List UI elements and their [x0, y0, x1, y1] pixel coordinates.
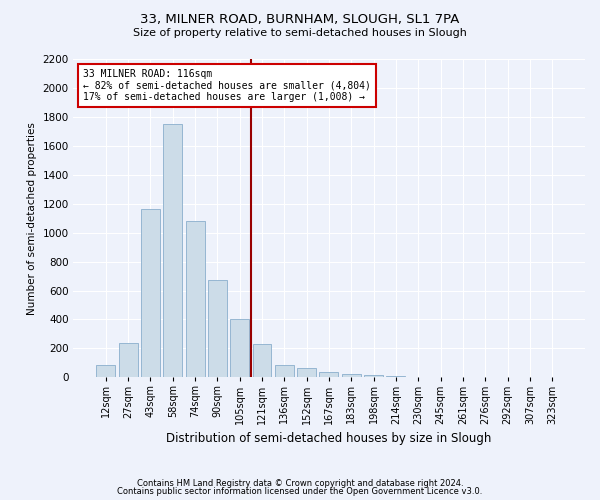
Text: Size of property relative to semi-detached houses in Slough: Size of property relative to semi-detach… [133, 28, 467, 38]
X-axis label: Distribution of semi-detached houses by size in Slough: Distribution of semi-detached houses by … [166, 432, 491, 445]
Bar [141, 210, 160, 378]
Bar [208, 280, 227, 378]
Bar [230, 320, 249, 378]
Bar [297, 368, 316, 378]
Bar [275, 365, 294, 378]
Bar [253, 344, 271, 378]
Bar [364, 375, 383, 378]
Bar [342, 374, 361, 378]
Y-axis label: Number of semi-detached properties: Number of semi-detached properties [27, 122, 37, 314]
Bar [409, 376, 428, 378]
Text: Contains HM Land Registry data © Crown copyright and database right 2024.: Contains HM Land Registry data © Crown c… [137, 478, 463, 488]
Bar [386, 376, 406, 378]
Text: 33 MILNER ROAD: 116sqm
← 82% of semi-detached houses are smaller (4,804)
17% of : 33 MILNER ROAD: 116sqm ← 82% of semi-det… [83, 68, 371, 102]
Bar [185, 221, 205, 378]
Bar [163, 124, 182, 378]
Text: 33, MILNER ROAD, BURNHAM, SLOUGH, SL1 7PA: 33, MILNER ROAD, BURNHAM, SLOUGH, SL1 7P… [140, 12, 460, 26]
Bar [319, 372, 338, 378]
Bar [96, 365, 115, 378]
Bar [119, 342, 137, 378]
Text: Contains public sector information licensed under the Open Government Licence v3: Contains public sector information licen… [118, 487, 482, 496]
